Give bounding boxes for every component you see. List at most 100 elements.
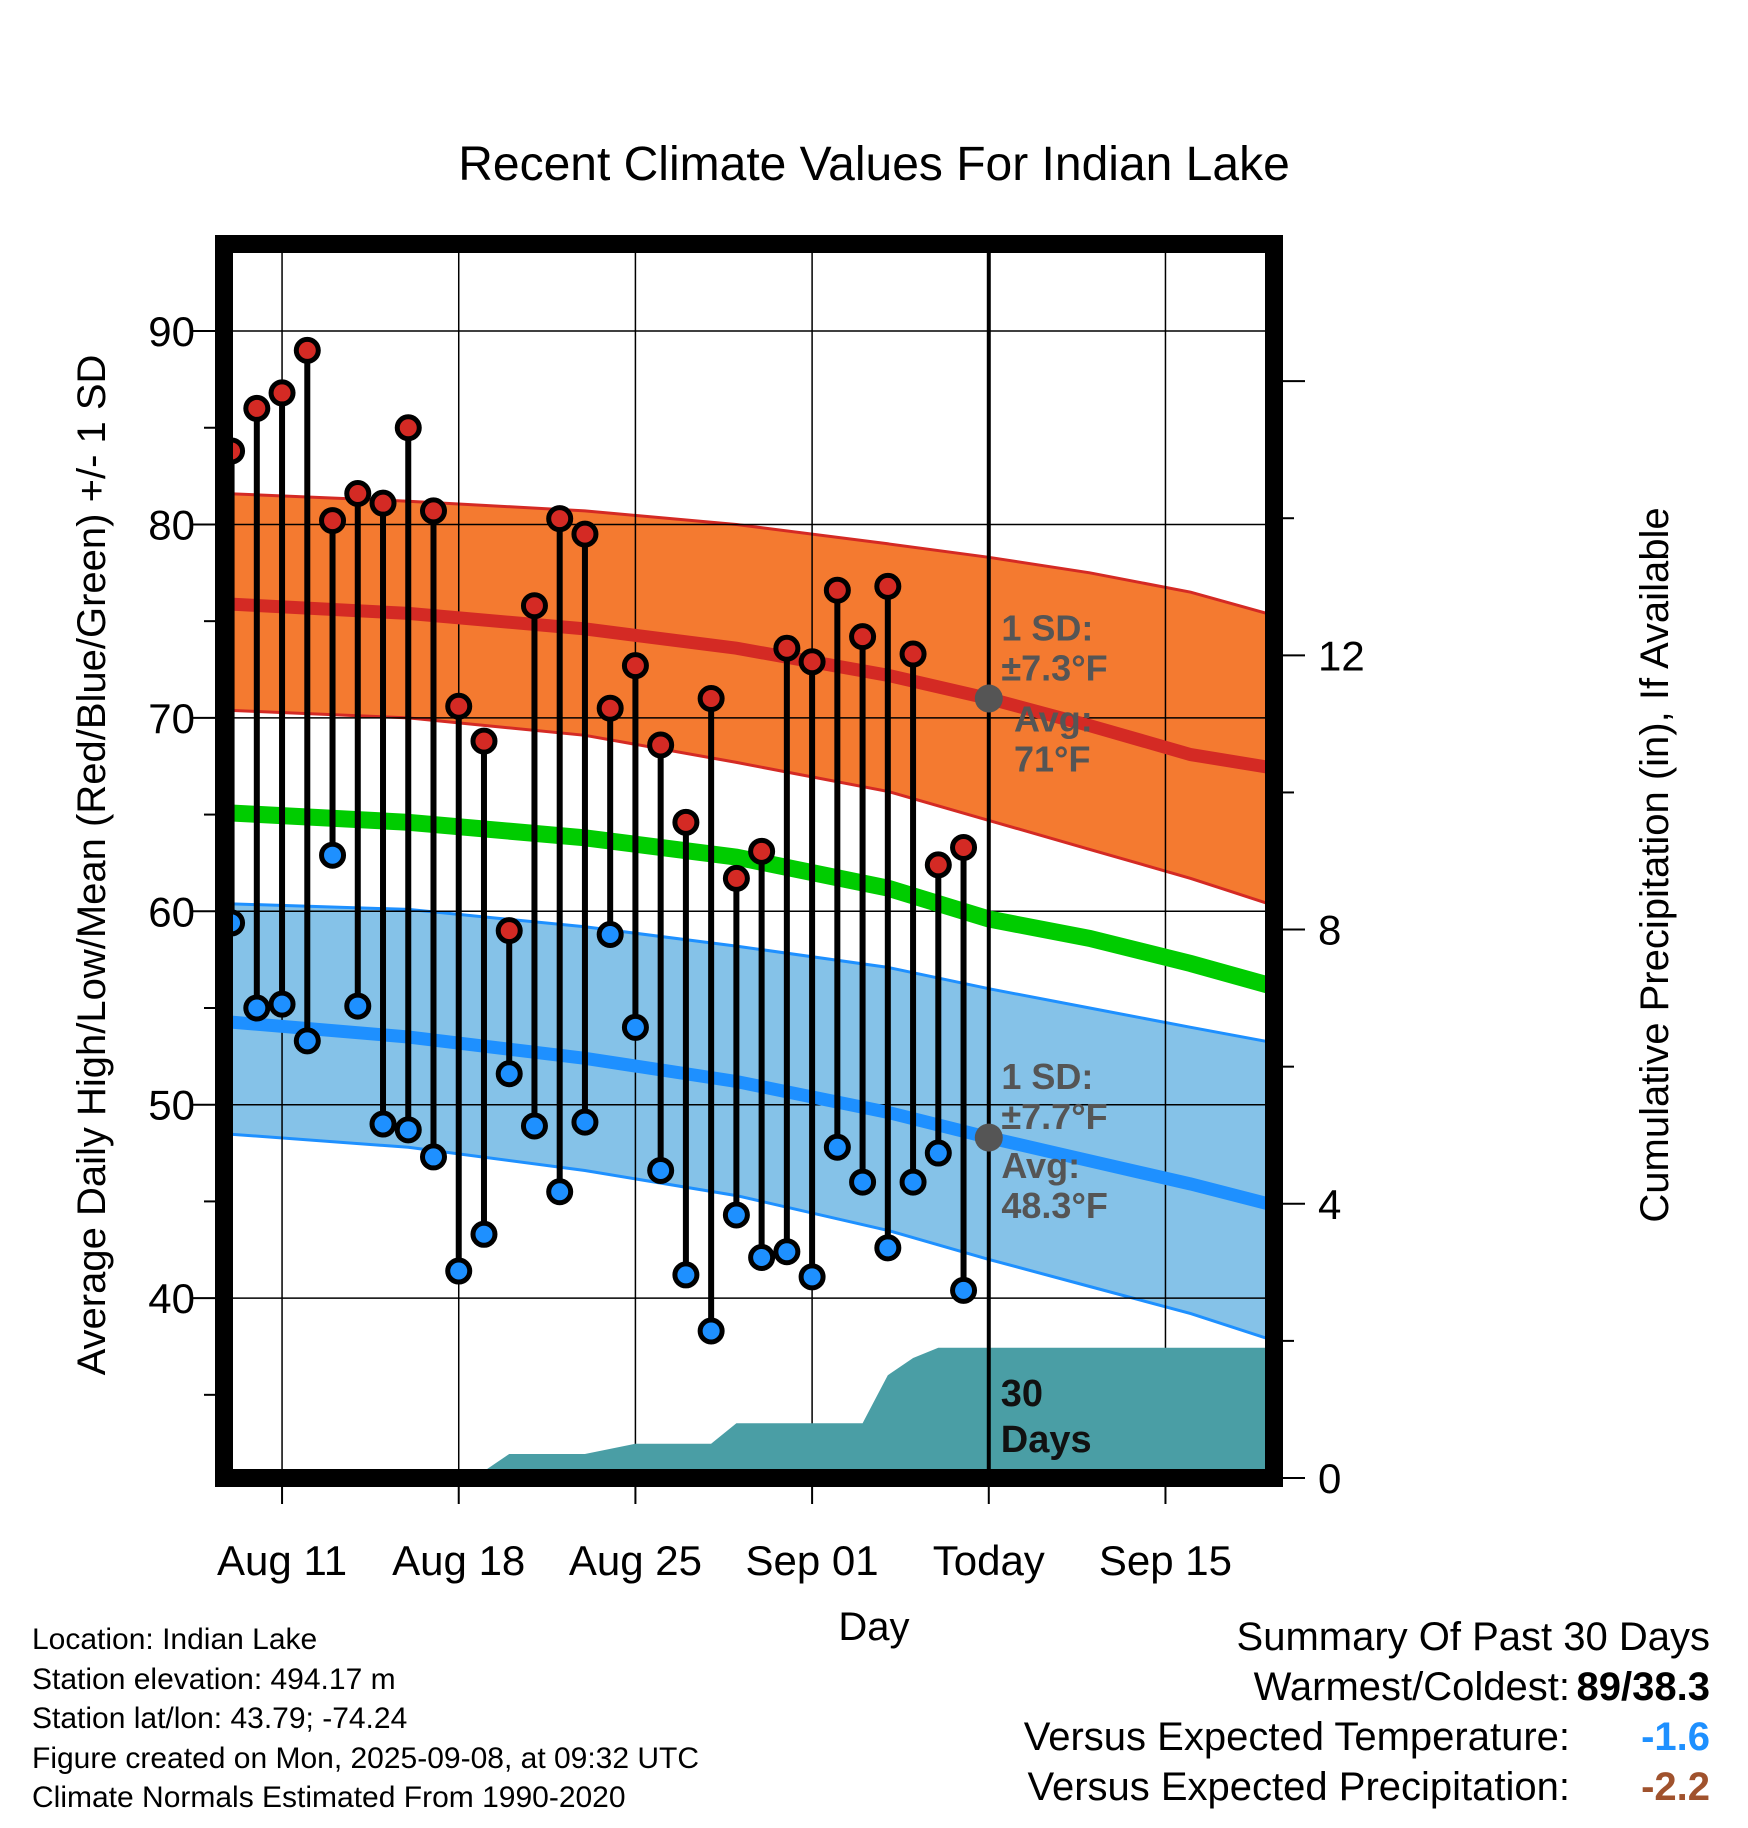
high-sd-band-upper-edge (223, 492, 1275, 617)
temp-diff-label: Versus Expected Temperature: (1023, 1715, 1570, 1759)
precip-area (224, 1347, 1274, 1478)
high-point (571, 520, 599, 548)
high-point (445, 692, 473, 720)
high-point (950, 833, 978, 861)
low-point (748, 1244, 776, 1272)
plot-border (215, 235, 1283, 1487)
low-point (419, 1143, 447, 1171)
high-point (394, 414, 422, 442)
y-tick-label: 80 (148, 501, 195, 548)
high-point (773, 634, 801, 662)
high-point (319, 507, 347, 535)
x-tick-label: Today (933, 1537, 1045, 1584)
annotation-line2: ±7.7°F (1001, 1096, 1107, 1137)
high-point (647, 731, 675, 759)
warm-cold-label: Warmest/Coldest: (1253, 1665, 1570, 1709)
days-label-line2: Days (1001, 1419, 1092, 1461)
low-point (596, 920, 624, 948)
summary-title: Summary Of Past 30 Days (1024, 1612, 1710, 1662)
high-point (924, 851, 952, 879)
y-axis-label: Average Daily High/Low/Mean (Red/Blue/Gr… (70, 355, 114, 1376)
high-point (748, 837, 776, 865)
y-tick-label: 50 (148, 1082, 195, 1129)
y-tick-label: 90 (148, 308, 195, 355)
summary-temp: Versus Expected Temperature: -1.6 (1024, 1712, 1710, 1762)
high-point (722, 864, 750, 892)
warm-cold-value: 89/38.3 (1576, 1665, 1710, 1709)
high-point (672, 808, 700, 836)
annotation-line2: ±7.3°F (1001, 648, 1107, 689)
low-point (344, 992, 372, 1020)
cumulative-precip-area (224, 1347, 1274, 1478)
y2-tick-label: 8 (1318, 907, 1341, 954)
low-point (369, 1110, 397, 1138)
high-point (874, 572, 902, 600)
low-point (621, 1013, 649, 1041)
annotation-2: 1 SD: ±7.7°F (1001, 1056, 1107, 1137)
low-point (445, 1257, 473, 1285)
y2-tick-label: 12 (1318, 632, 1365, 679)
high-point (823, 576, 851, 604)
low-point (495, 1060, 523, 1088)
low-point (293, 1027, 321, 1055)
axes: Aug 11 Aug 18 Aug 25 Sep 01 Today Sep 15 40 50 6… (148, 308, 1364, 1584)
summary-title-text: Summary Of Past 30 Days (1236, 1615, 1710, 1659)
high-point (369, 489, 397, 517)
high-point (268, 379, 296, 407)
created-text: Figure created on Mon, 2025-09-08, at 09… (32, 1741, 700, 1775)
days-label-line1: 30 (1001, 1373, 1043, 1415)
low-point (243, 994, 271, 1022)
low-point (470, 1220, 498, 1248)
high-point (470, 727, 498, 755)
x-tick-label: Sep 01 (746, 1537, 879, 1584)
temp-diff-value: -1.6 (1641, 1715, 1710, 1759)
low-point (697, 1317, 725, 1345)
days-label: 30 Days (1001, 1373, 1092, 1461)
low-point (849, 1168, 877, 1196)
low-point (773, 1238, 801, 1266)
x-tick-label: Aug 25 (569, 1537, 702, 1584)
x-tick-label: Aug 18 (392, 1537, 525, 1584)
low-point (571, 1108, 599, 1136)
y-tick-label: 70 (148, 695, 195, 742)
high-point (849, 623, 877, 651)
elevation-text: Station elevation: 494.17 m (32, 1662, 396, 1696)
annotation-0: 1 SD: ±7.3°F (1001, 608, 1107, 689)
x-tick-label: Aug 11 (217, 1537, 347, 1584)
y-tick-label: 60 (148, 888, 195, 935)
high-point (293, 336, 321, 364)
summary-precip: Versus Expected Precipitation: -2.2 (1024, 1762, 1710, 1812)
plot-frame (215, 235, 1283, 1487)
y2-tick-label: 4 (1318, 1181, 1341, 1228)
chart-title: Recent Climate Values For Indian Lake (458, 138, 1290, 191)
high-sd-band (224, 493, 1274, 906)
annotation-line1: Avg: (1014, 698, 1093, 739)
normals-text: Climate Normals Estimated From 1990-2020 (32, 1781, 626, 1814)
annotation-line1: Avg: (1001, 1145, 1080, 1186)
annotation-line1: 1 SD: (1001, 608, 1093, 649)
latlon-text: Station lat/lon: 43.79; -74.24 (32, 1702, 408, 1735)
high-point (520, 592, 548, 620)
low-point (520, 1112, 548, 1140)
annotation-3: Avg: 48.3°F (1001, 1145, 1107, 1226)
x-axis-label: Day (838, 1605, 909, 1649)
high-point (495, 917, 523, 945)
low-point (546, 1178, 574, 1206)
y-tick-label: 40 (148, 1275, 195, 1322)
high-point (621, 652, 649, 680)
summary-panel: Summary Of Past 30 Days Warmest/Coldest:… (1024, 1612, 1710, 1812)
annotation-line2: 48.3°F (1001, 1185, 1107, 1226)
low-point (950, 1276, 978, 1304)
annotation-line2: 71°F (1014, 738, 1090, 779)
high-point (243, 394, 271, 422)
annotation-1: Avg: 71°F (1014, 698, 1093, 779)
low-point (899, 1168, 927, 1196)
low-point (823, 1133, 851, 1161)
low-point (268, 990, 296, 1018)
high-point (697, 685, 725, 713)
x-tick-label: Sep 15 (1099, 1537, 1232, 1584)
high-point (596, 694, 624, 722)
low-point (319, 841, 347, 869)
low-point (924, 1139, 952, 1167)
